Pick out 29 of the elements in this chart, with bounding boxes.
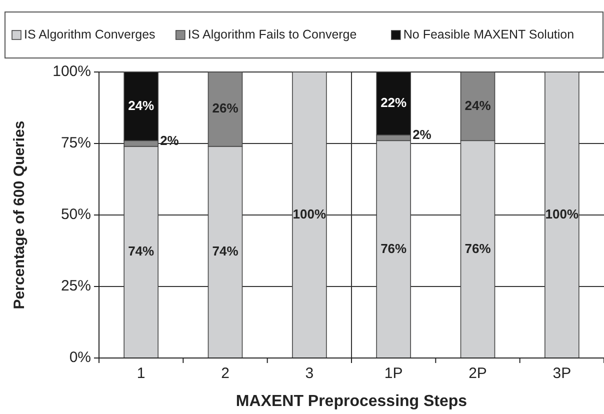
data-label: 100% — [545, 206, 579, 222]
data-label: 24% — [128, 98, 155, 113]
data-label: 2% — [412, 127, 432, 142]
data-label: 76% — [380, 240, 408, 256]
data-label: 74% — [212, 244, 239, 259]
data-label: 24% — [464, 98, 492, 113]
x-tick-label: 3 — [305, 365, 314, 382]
legend-label: IS Algorithm Fails to Converge — [188, 27, 357, 42]
y-tick-label: 100% — [52, 62, 91, 80]
legend-label: IS Algorithm Converges — [24, 27, 156, 42]
y-tick-label: 25% — [60, 277, 91, 294]
x-tick-label: 3P — [552, 365, 572, 382]
data-label: 22% — [380, 94, 408, 110]
x-tick-label: 2P — [468, 365, 487, 382]
bar — [292, 72, 327, 358]
bar — [544, 72, 580, 358]
data-label: 100% — [292, 206, 326, 222]
y-axis-title: Percentage of 600 Queries — [11, 120, 28, 310]
y-tick-label: 50% — [60, 206, 91, 223]
data-label: 76% — [464, 240, 492, 256]
x-tick-label: 1 — [136, 365, 146, 382]
legend-label: No Feasible MAXENT Solution — [403, 27, 574, 42]
x-tick-label: 2 — [221, 365, 230, 382]
data-label: 26% — [212, 100, 239, 116]
y-tick-label: 0% — [69, 348, 91, 366]
data-label: 74% — [128, 244, 155, 259]
x-tick-label: 1P — [384, 365, 403, 382]
x-axis-title: MAXENT Preprocessing Steps — [236, 393, 468, 410]
y-tick-label: 75% — [60, 134, 91, 152]
